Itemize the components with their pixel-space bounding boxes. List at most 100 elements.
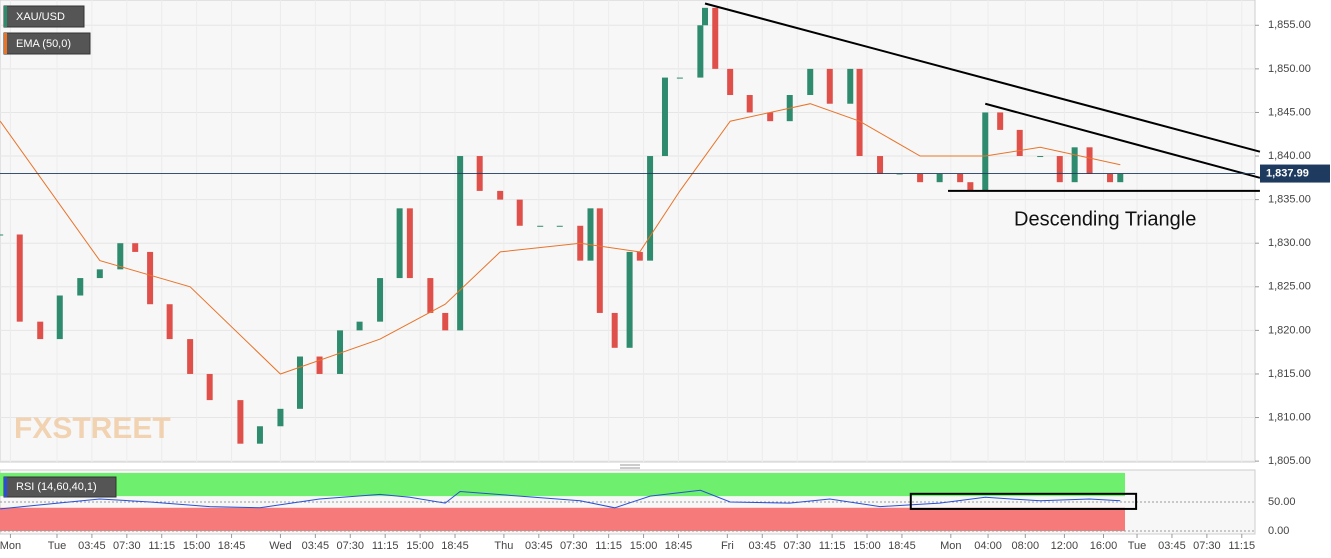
x-tick-label: 04:00 [974, 540, 1002, 552]
x-tick-label: 07:30 [783, 540, 811, 552]
candle [442, 312, 449, 331]
x-tick-label: 07:30 [113, 540, 141, 552]
candle [1037, 156, 1044, 158]
candle [1056, 156, 1063, 183]
last-price-box [1260, 164, 1330, 183]
candle [636, 251, 643, 261]
candle [16, 234, 23, 322]
x-tick-label: 03:45 [302, 540, 330, 552]
candle [596, 208, 603, 313]
candle [237, 400, 244, 444]
x-tick-label: 18:45 [441, 540, 469, 552]
x-tick-label: 03:45 [78, 540, 106, 552]
legend-swatch [4, 33, 7, 54]
trendline [985, 102, 1261, 179]
x-tick-label: Mon [940, 540, 961, 552]
candle [647, 156, 654, 261]
candle [77, 278, 84, 296]
x-tick-label: 03:45 [749, 540, 777, 552]
watermark: FXSTREET [14, 412, 171, 445]
y-tick-label: 1,835.00 [1268, 194, 1311, 206]
x-tick-label: 11:15 [372, 540, 399, 552]
y-tick-label: 1,845.00 [1268, 106, 1311, 118]
candle [767, 112, 774, 122]
candle [896, 173, 903, 175]
candle [296, 356, 303, 409]
x-tick-label: 11:15 [819, 540, 846, 552]
candle [727, 68, 734, 96]
legend-label: EMA (50,0) [16, 38, 71, 50]
candle [676, 77, 683, 79]
y-tick-label: 0.00 [1268, 525, 1289, 537]
candle [697, 25, 704, 78]
candle [0, 234, 4, 236]
candle [1107, 173, 1114, 183]
x-tick-label: Thu [494, 540, 513, 552]
x-tick-label: 15:00 [406, 540, 434, 552]
candle [457, 156, 464, 331]
x-tick-label: Fri [721, 540, 734, 552]
legend-swatch [4, 6, 7, 27]
x-tick-label: 07:30 [1193, 540, 1221, 552]
candle [877, 156, 884, 174]
candle [587, 208, 594, 261]
candle [56, 295, 63, 340]
x-tick-label: 16:00 [1090, 540, 1118, 552]
candle [37, 321, 44, 340]
x-tick-label: 18:45 [218, 540, 246, 552]
x-tick-label: 03:45 [525, 540, 553, 552]
candle [856, 68, 863, 157]
candle [117, 243, 124, 270]
candle [427, 278, 434, 313]
x-tick-label: Tue [1128, 540, 1147, 552]
upper-zone [0, 472, 1125, 497]
x-tick-label: 18:45 [888, 540, 916, 552]
candle [337, 330, 344, 374]
candle [406, 208, 413, 279]
candle [702, 7, 709, 26]
x-tick-label: 11:15 [1228, 540, 1255, 552]
candle [712, 7, 719, 69]
candle [1086, 147, 1093, 174]
candle [316, 356, 323, 374]
candle [516, 199, 523, 226]
candle [982, 112, 989, 191]
candle [256, 426, 263, 444]
candle [807, 68, 814, 96]
candle [356, 321, 363, 331]
candle [626, 251, 633, 348]
candle [277, 408, 284, 427]
candle [611, 312, 618, 348]
candle [957, 173, 964, 183]
rsi-line [0, 489, 1121, 510]
x-tick-label: 15:00 [630, 540, 658, 552]
candle [746, 95, 753, 113]
candle [847, 68, 854, 104]
y-tick-label: 1,805.00 [1268, 455, 1311, 467]
candle [1071, 147, 1078, 183]
y-tick-label: 1,830.00 [1268, 237, 1311, 249]
candle [96, 269, 103, 279]
x-tick-label: 12:00 [1051, 540, 1079, 552]
y-tick-label: 1,840.00 [1268, 150, 1311, 162]
y-tick-label: 1,855.00 [1268, 19, 1311, 31]
x-tick-label: Wed [269, 540, 291, 552]
candle [166, 304, 173, 340]
x-tick-label: 03:45 [1158, 540, 1186, 552]
x-tick-label: 15:00 [183, 540, 211, 552]
candle [132, 243, 139, 252]
y-tick-label: 1,815.00 [1268, 368, 1311, 380]
candle [537, 225, 544, 227]
candle [206, 373, 213, 401]
candle [556, 225, 563, 227]
x-tick-label: 07:30 [560, 540, 588, 552]
last-price-label: 1,837.99 [1266, 167, 1309, 179]
x-tick-label: 07:30 [337, 540, 365, 552]
y-tick-label: 1,850.00 [1268, 63, 1311, 75]
x-tick-label: 15:00 [853, 540, 881, 552]
trendline [704, 2, 1261, 153]
candle [661, 77, 668, 157]
x-tick-label: Mon [0, 540, 21, 552]
y-tick-label: 1,820.00 [1268, 324, 1311, 336]
